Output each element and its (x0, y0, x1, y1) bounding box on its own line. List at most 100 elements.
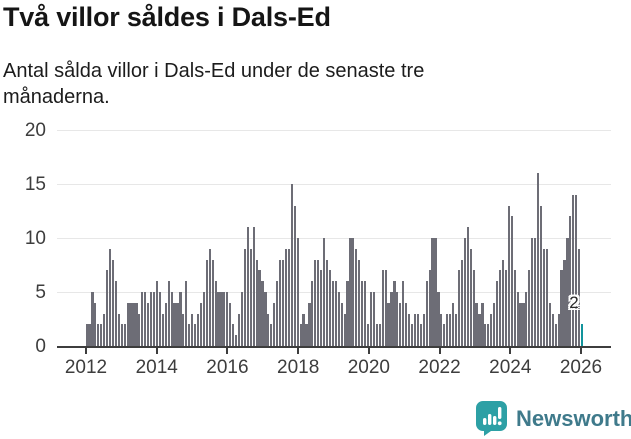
bar (466, 227, 469, 346)
bar (396, 292, 399, 346)
bar (226, 292, 229, 346)
bar (117, 313, 120, 346)
bar (560, 270, 563, 346)
brand-logo-link[interactable]: Newsworthy (476, 401, 631, 436)
bar-highlighted (581, 324, 584, 346)
bar (369, 292, 373, 346)
bar (405, 302, 408, 346)
bar (305, 324, 308, 346)
bar (337, 292, 340, 346)
bar (399, 302, 402, 346)
x-axis-tick-2012 (85, 348, 87, 354)
bar (296, 238, 299, 346)
bar (381, 270, 384, 346)
bar (390, 292, 393, 346)
bar (366, 324, 370, 346)
bar (322, 238, 326, 346)
bar (167, 281, 170, 346)
x-axis-tick-2018 (297, 348, 300, 354)
bar (123, 324, 126, 346)
bar (522, 302, 525, 346)
bar (551, 313, 554, 346)
bar (243, 248, 246, 346)
bar (416, 313, 419, 346)
x-axis-tick-2022 (438, 348, 441, 354)
bar (566, 238, 569, 346)
bar (443, 324, 446, 346)
bar (484, 324, 487, 346)
bar (176, 302, 179, 346)
bar (141, 292, 144, 346)
bar (240, 292, 244, 346)
bar (361, 281, 364, 346)
bar (308, 302, 311, 346)
bar (281, 259, 285, 346)
bar (138, 313, 141, 346)
x-axis-label-2022: 2022 (418, 357, 461, 378)
bar (161, 313, 164, 346)
bar (513, 270, 516, 346)
bar (276, 281, 279, 346)
y-axis-label-20: 20 (24, 120, 46, 141)
x-axis-line (57, 346, 611, 348)
bar (211, 259, 214, 346)
bar (422, 313, 425, 346)
x-axis-label-2014: 2014 (135, 357, 178, 378)
bar (410, 324, 414, 346)
bar (205, 259, 208, 346)
bar (531, 238, 534, 346)
gridline-y-10 (57, 238, 611, 239)
bar (217, 292, 220, 346)
x-axis-label-2016: 2016 (206, 357, 249, 378)
bar (214, 281, 217, 346)
bar (452, 302, 455, 346)
bar (135, 302, 138, 346)
bar (537, 173, 540, 346)
newsworthy-logo-icon (476, 401, 507, 436)
bar (402, 281, 405, 346)
bar (147, 302, 150, 346)
bar (384, 270, 387, 346)
x-axis-label-2018: 2018 (277, 357, 320, 378)
gridline-y-5 (57, 292, 611, 293)
bar (237, 313, 241, 346)
bar (320, 270, 323, 346)
last-value-data-label: 2 (569, 293, 579, 312)
bar (510, 216, 513, 346)
bar (343, 313, 346, 346)
bar (372, 292, 376, 346)
bar (487, 324, 490, 346)
x-axis-label-2012: 2012 (64, 357, 108, 378)
bar (317, 259, 320, 346)
bar (270, 324, 273, 346)
bar (188, 324, 191, 346)
bar (179, 292, 182, 346)
x-axis-tick-2026 (580, 348, 582, 354)
bar (413, 313, 417, 346)
bar (472, 270, 475, 346)
page-title: Två villor såldes i Dals-Ed (3, 2, 331, 32)
bar (193, 324, 197, 346)
bar (100, 324, 103, 346)
bar (460, 259, 463, 346)
bar (498, 270, 502, 346)
bar (196, 313, 200, 346)
bar (528, 270, 531, 346)
bar (481, 302, 484, 346)
bar (202, 292, 205, 346)
bar (554, 324, 557, 346)
x-axis-label-2024: 2024 (489, 357, 532, 378)
bar (132, 302, 135, 346)
bar (457, 270, 461, 346)
bar (249, 248, 252, 346)
bar (103, 313, 106, 346)
bar (235, 335, 238, 346)
bar (334, 281, 337, 346)
bar (501, 259, 505, 346)
bar (352, 238, 355, 346)
bar (542, 248, 546, 346)
bar (252, 227, 255, 346)
bar (375, 324, 378, 346)
bar (525, 292, 528, 346)
